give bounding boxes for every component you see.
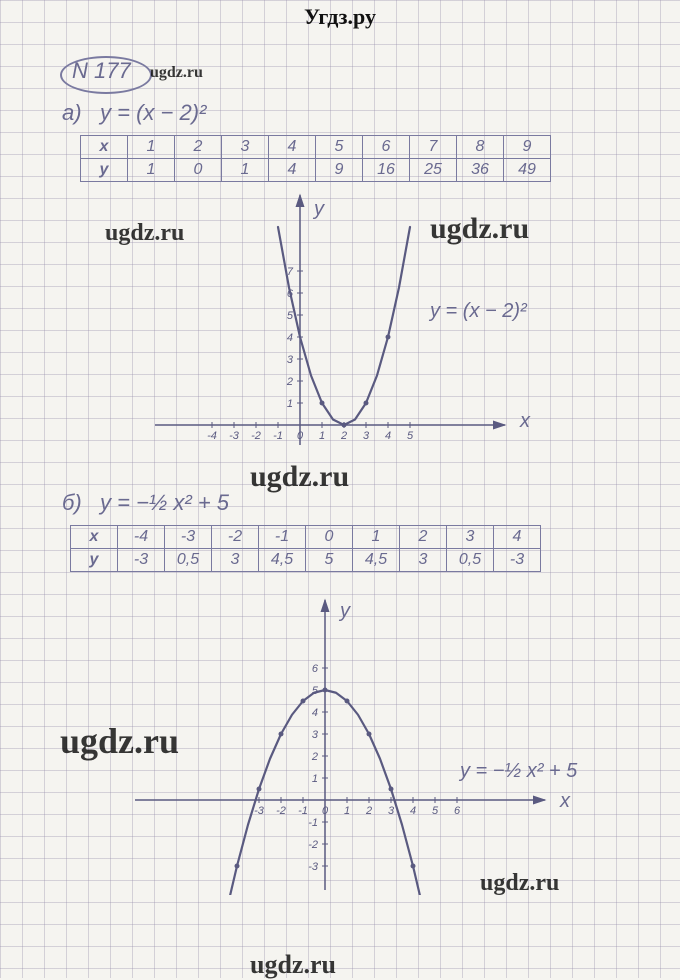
svg-text:2: 2 <box>365 805 372 817</box>
table-cell: -3 <box>165 526 212 549</box>
problem-number: N 177 <box>72 58 131 84</box>
svg-text:4: 4 <box>287 332 293 344</box>
svg-text:1: 1 <box>344 805 350 817</box>
table-cell: -3 <box>494 549 541 572</box>
table-cell: 1 <box>353 526 400 549</box>
table-cell: 9 <box>504 136 551 159</box>
table-cell: 4 <box>269 159 316 182</box>
table-cell: 6 <box>363 136 410 159</box>
svg-text:4: 4 <box>312 707 318 719</box>
table-cell: 2 <box>400 526 447 549</box>
svg-text:2: 2 <box>311 751 318 763</box>
svg-text:3: 3 <box>388 805 395 817</box>
table-cell: -4 <box>118 526 165 549</box>
part-b-chart-annotation: y = −½ x² + 5 <box>460 760 577 783</box>
part-b-y-axis-label: y <box>340 600 350 623</box>
svg-text:5: 5 <box>432 805 439 817</box>
table-header-y: y <box>71 549 118 572</box>
table-header-x: x <box>71 526 118 549</box>
site-header: Угдз.ру <box>0 4 680 30</box>
table-cell: 25 <box>410 159 457 182</box>
part-a-equation: y = (x − 2)² <box>100 100 206 126</box>
table-cell: 4 <box>494 526 541 549</box>
svg-text:1: 1 <box>287 398 293 410</box>
table-cell: 8 <box>457 136 504 159</box>
table-cell: 9 <box>316 159 363 182</box>
table-cell: 16 <box>363 159 410 182</box>
svg-text:3: 3 <box>363 430 370 442</box>
svg-text:-1: -1 <box>298 805 308 817</box>
table-cell: 5 <box>306 549 353 572</box>
table-cell: 3 <box>212 549 259 572</box>
table-cell: 4,5 <box>353 549 400 572</box>
svg-text:-2: -2 <box>308 839 318 851</box>
part-a-table: x123456789y1014916253649 <box>80 135 551 182</box>
table-cell: 2 <box>175 136 222 159</box>
svg-text:2: 2 <box>286 376 293 388</box>
svg-text:3: 3 <box>312 729 319 741</box>
svg-text:-3: -3 <box>308 861 319 873</box>
table-cell: 36 <box>457 159 504 182</box>
svg-text:0: 0 <box>297 430 304 442</box>
table-cell: -3 <box>118 549 165 572</box>
svg-text:4: 4 <box>410 805 416 817</box>
part-a-chart-annotation: y = (x − 2)² <box>430 300 527 323</box>
part-b-label: б) <box>62 490 82 516</box>
svg-text:2: 2 <box>340 430 347 442</box>
table-header-x: x <box>81 136 128 159</box>
table-cell: 3 <box>222 136 269 159</box>
part-b-x-axis-label: x <box>560 790 570 813</box>
part-a-y-axis-label: y <box>314 198 324 221</box>
svg-text:-4: -4 <box>207 430 217 442</box>
svg-text:6: 6 <box>454 805 461 817</box>
svg-text:0: 0 <box>322 805 329 817</box>
part-a-x-axis-label: x <box>520 410 530 433</box>
svg-text:-1: -1 <box>308 817 318 829</box>
part-b-table: x-4-3-2-101234y-30,534,554,530,5-3 <box>70 525 541 572</box>
table-cell: 4 <box>269 136 316 159</box>
part-b-equation: y = −½ x² + 5 <box>100 490 229 516</box>
svg-text:1: 1 <box>312 773 318 785</box>
table-cell: 0,5 <box>165 549 212 572</box>
table-cell: 1 <box>222 159 269 182</box>
svg-text:-1: -1 <box>273 430 283 442</box>
table-cell: 0 <box>175 159 222 182</box>
table-cell: 4,5 <box>259 549 306 572</box>
part-b-chart: -3-2-10123456123456-1-2-3 <box>130 595 550 895</box>
svg-text:-2: -2 <box>251 430 261 442</box>
table-cell: 1 <box>128 159 175 182</box>
part-a-label: a) <box>62 100 82 126</box>
svg-text:-3: -3 <box>254 805 265 817</box>
table-cell: -1 <box>259 526 306 549</box>
table-cell: 5 <box>316 136 363 159</box>
svg-text:4: 4 <box>385 430 391 442</box>
svg-text:-3: -3 <box>229 430 240 442</box>
table-cell: 7 <box>410 136 457 159</box>
svg-text:1: 1 <box>319 430 325 442</box>
table-cell: -2 <box>212 526 259 549</box>
svg-text:5: 5 <box>287 310 294 322</box>
svg-text:-2: -2 <box>276 805 286 817</box>
table-cell: 3 <box>400 549 447 572</box>
svg-text:6: 6 <box>312 663 319 675</box>
table-cell: 3 <box>447 526 494 549</box>
table-cell: 1 <box>128 136 175 159</box>
svg-text:5: 5 <box>407 430 414 442</box>
table-header-y: y <box>81 159 128 182</box>
table-cell: 0,5 <box>447 549 494 572</box>
table-cell: 49 <box>504 159 551 182</box>
svg-text:3: 3 <box>287 354 294 366</box>
table-cell: 0 <box>306 526 353 549</box>
